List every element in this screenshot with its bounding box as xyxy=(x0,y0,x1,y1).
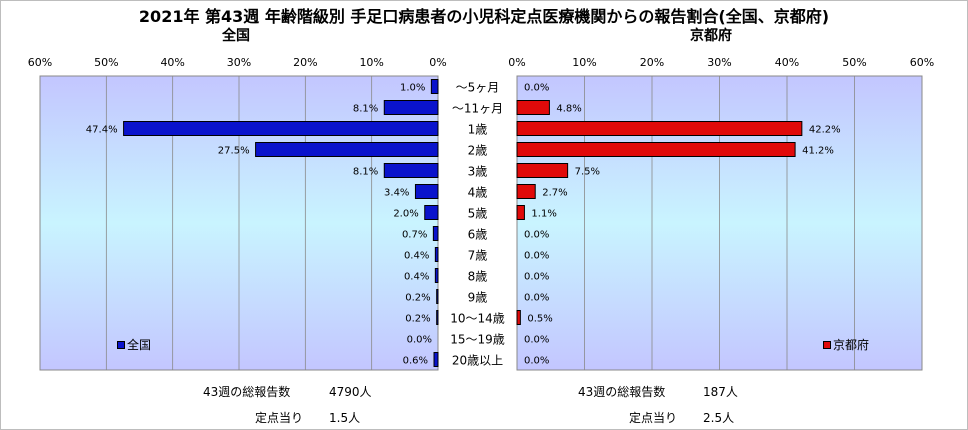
national-value-label: 2.0% xyxy=(393,209,418,220)
kyoto-value-label: 0.0% xyxy=(524,230,549,241)
national-bar xyxy=(432,226,439,241)
kyoto-tick-label: 0% xyxy=(508,56,525,69)
national-tick-label: 10% xyxy=(359,56,383,69)
national-bar xyxy=(424,205,439,220)
category-label: 8歳 xyxy=(468,270,488,284)
kyoto-total-label: 43週の総報告数 xyxy=(578,385,666,399)
category-label: ～11ヶ月 xyxy=(452,102,503,116)
national-bar xyxy=(434,268,439,283)
kyoto-per-label: 定点当り xyxy=(629,411,678,425)
kyoto-total-value: 187人 xyxy=(703,385,738,399)
national-value-label: 8.1% xyxy=(353,104,378,115)
kyoto-per-value: 2.5人 xyxy=(703,411,735,425)
kyoto-value-label: 0.0% xyxy=(524,83,549,94)
national-value-label: 0.4% xyxy=(404,272,429,283)
kyoto-tick-label: 60% xyxy=(910,56,934,69)
kyoto-bar xyxy=(516,205,525,220)
category-label: 5歳 xyxy=(468,207,488,221)
national-tick-label: 50% xyxy=(94,56,118,69)
national-per-label: 定点当り xyxy=(255,411,304,425)
kyoto-value-label: 0.0% xyxy=(524,251,549,262)
category-label: 6歳 xyxy=(468,228,488,242)
national-value-label: 1.0% xyxy=(400,83,425,94)
kyoto-bar xyxy=(516,121,803,136)
kyoto-tick-label: 50% xyxy=(842,56,866,69)
kyoto-panel-title: 京都府 xyxy=(690,28,732,44)
category-label: 4歳 xyxy=(468,186,488,200)
national-per-value: 1.5人 xyxy=(329,411,361,425)
national-value-label: 0.2% xyxy=(405,293,430,304)
national-value-label: 0.6% xyxy=(403,356,428,367)
category-label: 7歳 xyxy=(468,249,488,263)
national-bar xyxy=(436,310,439,325)
national-value-label: 0.7% xyxy=(402,230,427,241)
national-bar xyxy=(433,352,439,367)
national-value-label: 0.4% xyxy=(404,251,429,262)
national-panel-title: 全国 xyxy=(222,28,250,44)
kyoto-bar xyxy=(516,163,569,178)
kyoto-value-label: 41.2% xyxy=(802,146,834,157)
national-total-value: 4790人 xyxy=(329,385,372,399)
category-label: 9歳 xyxy=(468,291,488,305)
national-tick-label: 20% xyxy=(293,56,317,69)
kyoto-legend-label: 京都府 xyxy=(833,338,870,352)
national-bar xyxy=(383,100,439,115)
national-bar xyxy=(414,184,439,199)
category-label: 2歳 xyxy=(468,144,488,158)
national-bar xyxy=(383,163,439,178)
national-bar xyxy=(430,79,439,94)
national-value-label: 0.2% xyxy=(405,314,430,325)
kyoto-value-label: 0.0% xyxy=(524,335,549,346)
kyoto-bar xyxy=(516,184,536,199)
national-total-label: 43週の総報告数 xyxy=(203,385,291,399)
national-value-label: 47.4% xyxy=(86,125,118,136)
national-tick-label: 60% xyxy=(28,56,52,69)
kyoto-tick-label: 30% xyxy=(707,56,731,69)
national-bar xyxy=(255,142,439,157)
national-value-label: 27.5% xyxy=(218,146,250,157)
category-label: 1歳 xyxy=(468,123,488,137)
national-tick-label: 30% xyxy=(227,56,251,69)
category-label: 10～14歳 xyxy=(450,312,505,326)
national-legend-swatch xyxy=(117,340,125,349)
kyoto-value-label: 4.8% xyxy=(556,104,581,115)
kyoto-value-label: 42.2% xyxy=(809,125,841,136)
kyoto-tick-label: 10% xyxy=(572,56,596,69)
national-value-label: 0.0% xyxy=(407,335,432,346)
kyoto-bar xyxy=(516,142,796,157)
national-value-label: 3.4% xyxy=(384,188,409,199)
category-label: ～5ヶ月 xyxy=(456,81,500,95)
kyoto-value-label: 0.5% xyxy=(527,314,552,325)
kyoto-legend: 京都府 xyxy=(823,336,869,353)
kyoto-value-label: 0.0% xyxy=(524,356,549,367)
kyoto-value-label: 7.5% xyxy=(575,167,600,178)
kyoto-tick-label: 20% xyxy=(640,56,664,69)
kyoto-value-label: 0.0% xyxy=(524,293,549,304)
kyoto-legend-swatch xyxy=(823,340,831,349)
national-tick-label: 0% xyxy=(429,56,446,69)
kyoto-value-label: 1.1% xyxy=(531,209,556,220)
national-legend-label: 全国 xyxy=(127,338,152,352)
kyoto-value-label: 2.7% xyxy=(542,188,567,199)
category-label: 15～19歳 xyxy=(450,333,505,347)
category-label: 3歳 xyxy=(468,165,488,179)
national-value-label: 8.1% xyxy=(353,167,378,178)
category-label: 20歳以上 xyxy=(452,354,503,368)
kyoto-value-label: 0.0% xyxy=(524,272,549,283)
national-legend: 全国 xyxy=(117,336,151,353)
national-bar xyxy=(434,247,439,262)
kyoto-bar xyxy=(516,100,550,115)
kyoto-bar xyxy=(516,310,521,325)
national-bar xyxy=(123,121,439,136)
kyoto-tick-label: 40% xyxy=(775,56,799,69)
national-bar xyxy=(436,289,439,304)
chart-title: 2021年 第43週 年齢階級別 手足口病患者の小児科定点医療機関からの報告割合… xyxy=(138,7,830,26)
national-tick-label: 40% xyxy=(160,56,184,69)
